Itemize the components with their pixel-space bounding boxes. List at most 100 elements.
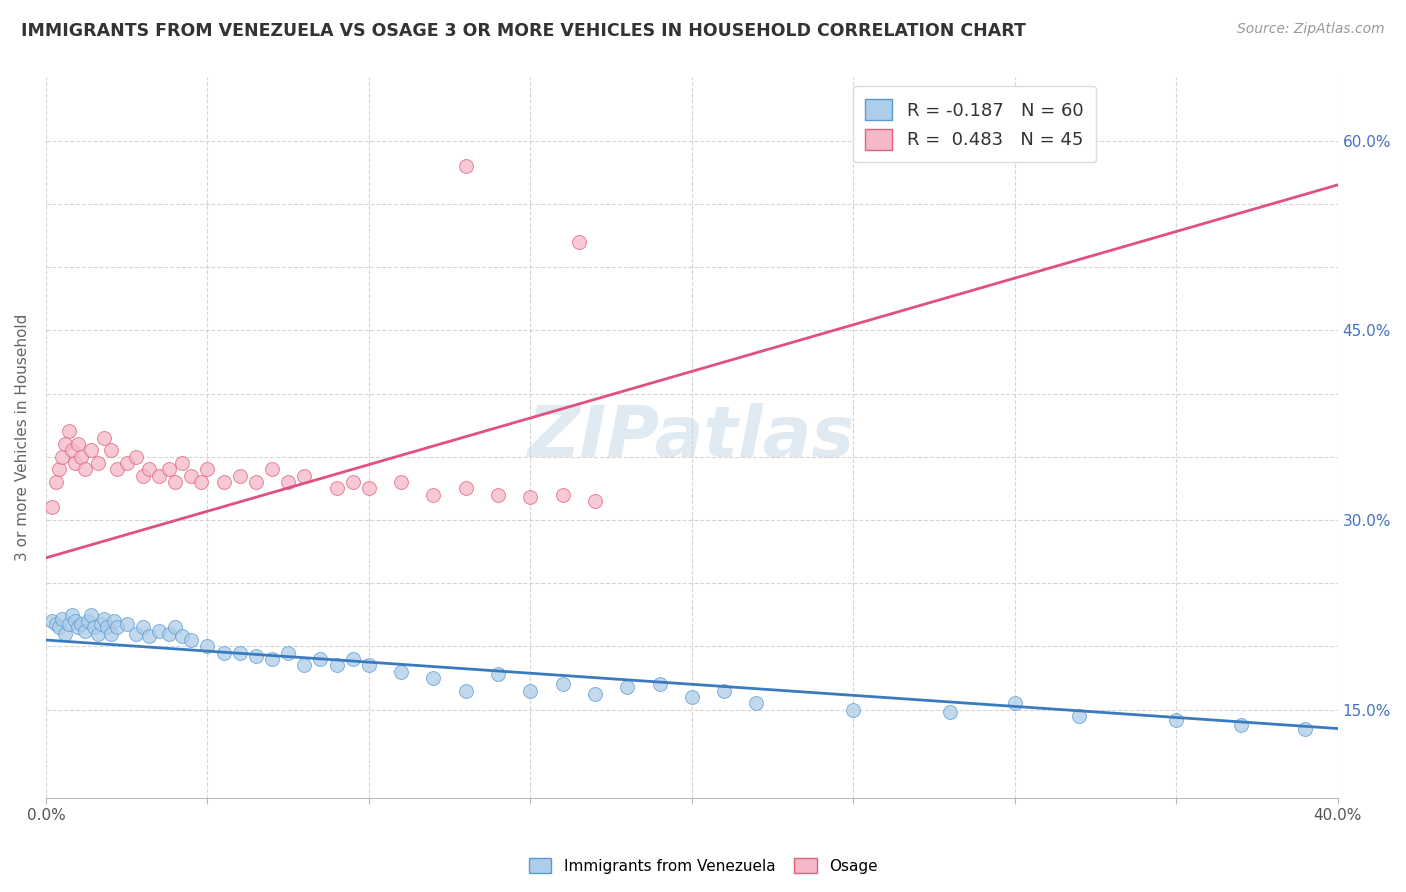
Point (83, 620, 105, 634)
Point (93, 431, 115, 445)
Point (454, 159, 477, 173)
Point (132, 468, 155, 483)
Point (86, 456, 108, 470)
Point (96, 620, 118, 634)
Point (519, 490, 541, 504)
Point (228, 468, 250, 483)
Y-axis label: 3 or more Vehicles in Household: 3 or more Vehicles in Household (15, 314, 30, 561)
Text: IMMIGRANTS FROM VENEZUELA VS OSAGE 3 OR MORE VEHICLES IN HOUSEHOLD CORRELATION C: IMMIGRANTS FROM VENEZUELA VS OSAGE 3 OR … (21, 22, 1026, 40)
Point (583, 687, 606, 701)
Legend: R = -0.187   N = 60, R =  0.483   N = 45: R = -0.187 N = 60, R = 0.483 N = 45 (852, 87, 1097, 162)
Point (53, 437, 76, 451)
Point (165, 475, 187, 489)
Point (325, 658, 347, 673)
Point (93, 611, 115, 625)
Point (583, 494, 606, 508)
Point (100, 443, 122, 458)
Point (260, 652, 283, 666)
Point (80, 607, 103, 622)
Point (41, 614, 63, 628)
Point (90, 616, 112, 631)
Point (212, 646, 235, 660)
Point (86, 626, 108, 640)
Point (228, 646, 250, 660)
Point (51, 611, 73, 625)
Point (842, 702, 865, 716)
Point (45, 475, 67, 489)
Point (342, 652, 364, 666)
Point (277, 646, 299, 660)
Point (292, 468, 315, 483)
Point (551, 488, 574, 502)
Point (1294, 722, 1316, 736)
Point (105, 462, 128, 476)
Point (357, 658, 380, 673)
Point (138, 629, 160, 643)
Point (70, 450, 93, 464)
Point (486, 667, 509, 681)
Point (63, 614, 86, 628)
Point (125, 450, 148, 464)
Legend: Immigrants from Venezuela, Osage: Immigrants from Venezuela, Osage (523, 852, 883, 880)
Point (165, 620, 187, 634)
Point (148, 624, 170, 639)
Point (48, 620, 70, 634)
Point (53, 626, 76, 640)
Point (212, 475, 235, 489)
Point (568, 235, 591, 249)
Point (180, 633, 202, 648)
Point (389, 665, 412, 679)
Text: ZIPatlas: ZIPatlas (529, 403, 855, 472)
Point (115, 456, 138, 470)
Point (1166, 713, 1188, 727)
Text: Source: ZipAtlas.com: Source: ZipAtlas.com (1237, 22, 1385, 37)
Point (277, 475, 299, 489)
Point (180, 468, 202, 483)
Point (309, 652, 332, 666)
Point (648, 677, 671, 691)
Point (100, 626, 122, 640)
Point (67, 620, 90, 634)
Point (103, 614, 125, 628)
Point (190, 475, 212, 489)
Point (616, 680, 638, 694)
Point (342, 475, 364, 489)
Point (73, 624, 96, 639)
Point (51, 450, 73, 464)
Point (357, 481, 380, 495)
Point (681, 690, 703, 704)
Point (115, 616, 138, 631)
Point (67, 437, 90, 451)
Point (125, 626, 148, 640)
Point (245, 649, 267, 664)
Point (73, 462, 96, 476)
Point (422, 488, 444, 502)
Point (389, 475, 412, 489)
Point (1229, 717, 1251, 731)
Point (80, 443, 103, 458)
Point (138, 462, 160, 476)
Point (551, 677, 574, 691)
Point (713, 683, 735, 698)
Point (58, 425, 80, 439)
Point (132, 620, 155, 634)
Point (170, 629, 193, 643)
Point (197, 640, 219, 654)
Point (1004, 696, 1026, 710)
Point (745, 696, 768, 710)
Point (454, 683, 477, 698)
Point (422, 671, 444, 685)
Point (60, 443, 83, 458)
Point (58, 616, 80, 631)
Point (486, 488, 509, 502)
Point (157, 626, 180, 640)
Point (148, 468, 170, 483)
Point (292, 658, 315, 673)
Point (63, 456, 86, 470)
Point (197, 462, 219, 476)
Point (1069, 709, 1091, 723)
Point (454, 481, 477, 495)
Point (41, 500, 63, 515)
Point (260, 462, 283, 476)
Point (60, 607, 83, 622)
